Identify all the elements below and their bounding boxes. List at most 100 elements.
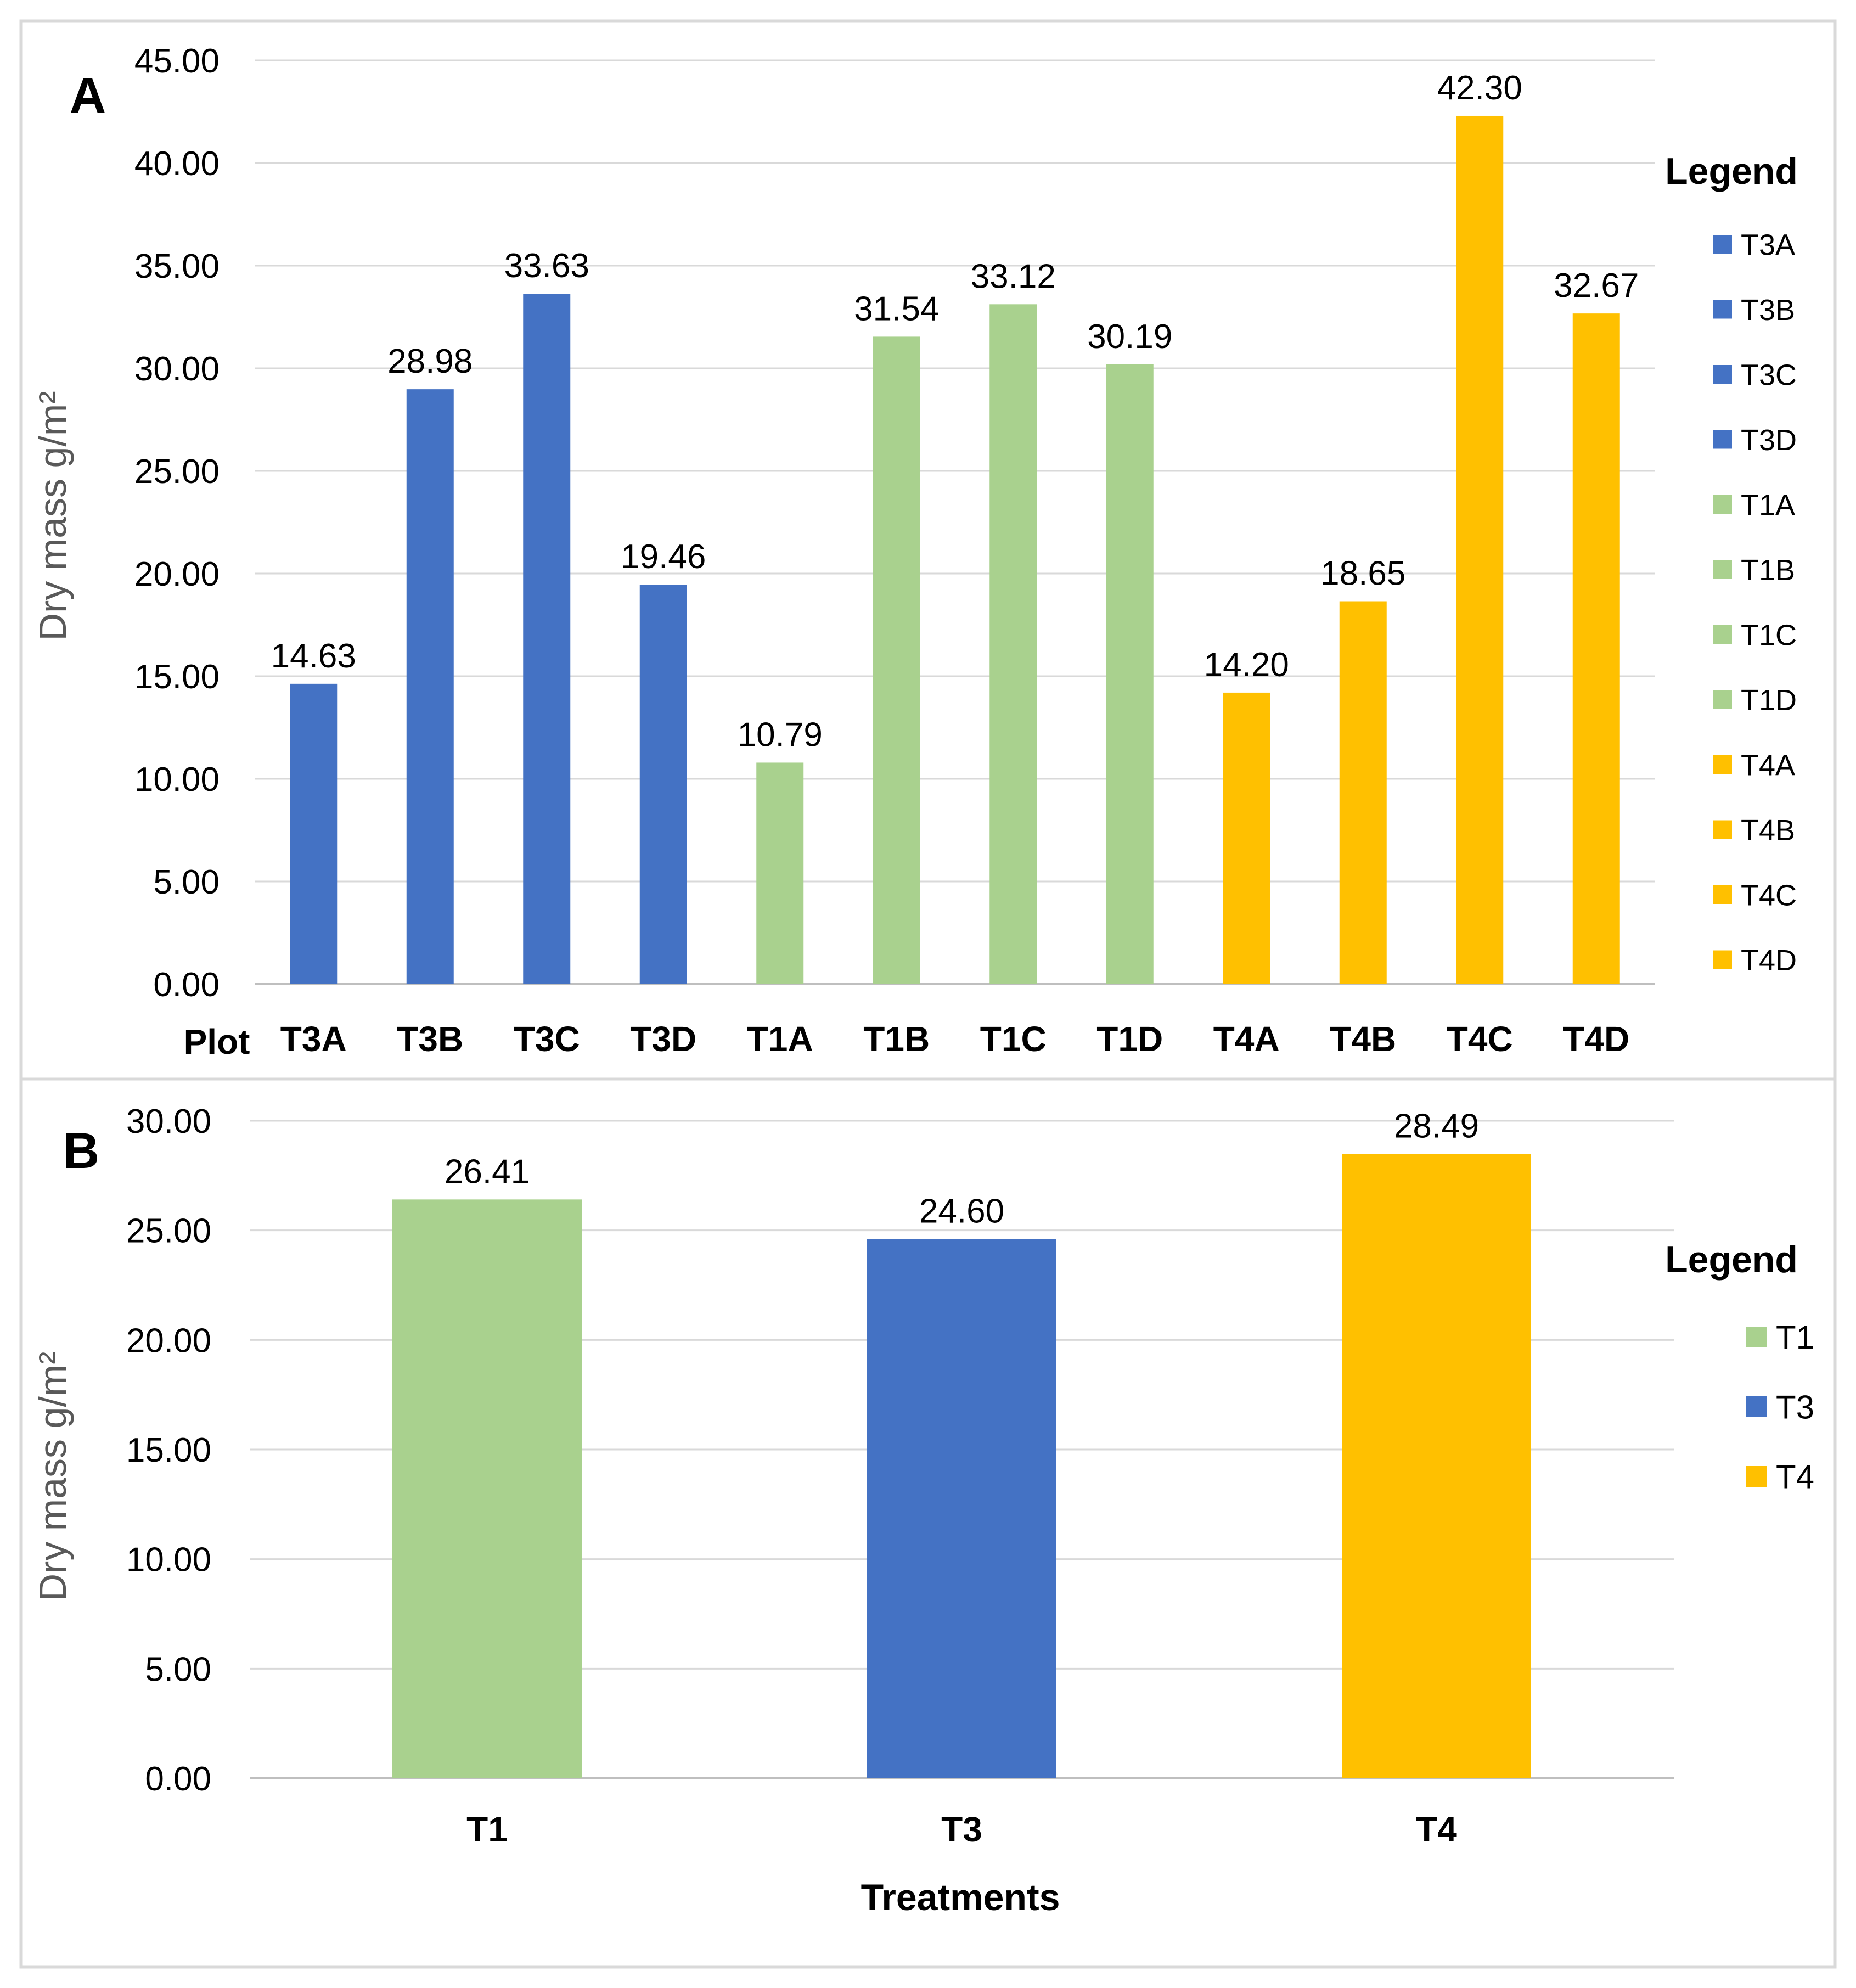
y-tick-label: 20.00 [134, 555, 220, 593]
x-tick-label: T4 [1416, 1810, 1457, 1849]
y-tick-label: 25.00 [126, 1212, 211, 1250]
legend-swatch [1713, 885, 1732, 904]
x-tick-label: T1D [1096, 1019, 1163, 1059]
bar-t1c [989, 304, 1037, 984]
y-tick-label: 10.00 [134, 761, 220, 799]
y-tick-label: 10.00 [126, 1541, 211, 1579]
x-tick-label: T3A [280, 1019, 347, 1059]
panel-a-legend: T3A T3B T3C T3D T1A T1B T1C T1D T4A T4B T4C T4D [1713, 228, 1797, 977]
bar-t1b [873, 336, 920, 984]
legend-label: T1B [1741, 554, 1795, 587]
y-tick-label: 25.00 [134, 453, 220, 491]
y-tick-label: 40.00 [134, 145, 220, 183]
panel-b-legend: T1 T3 T4 [1746, 1319, 1814, 1496]
x-tick-label: T4C [1447, 1019, 1513, 1059]
panel-b: B Dry mass g/m² 0.00 5.00 10.00 15.00 20.00 2… [31, 1103, 1814, 1918]
panel-a-legend-title: Legend [1665, 150, 1798, 192]
data-label: 30.19 [1087, 318, 1172, 356]
panel-a-label: A [70, 68, 106, 123]
legend-swatch [1713, 950, 1732, 969]
legend-label: T3B [1741, 294, 1795, 327]
x-tick-label: T3B [397, 1019, 463, 1059]
legend-label: T1A [1741, 488, 1795, 521]
legend-label: T1C [1741, 619, 1797, 652]
y-tick-label: 20.00 [126, 1322, 211, 1360]
data-label: 10.79 [738, 716, 823, 754]
x-tick-label: T1A [747, 1019, 813, 1059]
legend-swatch [1713, 755, 1732, 774]
legend-swatch [1713, 300, 1732, 319]
x-tick-label: T1C [980, 1019, 1047, 1059]
data-label: 28.49 [1394, 1107, 1479, 1145]
bar-t3b [406, 389, 454, 985]
legend-swatch [1713, 690, 1732, 709]
legend-label: T1D [1741, 684, 1797, 717]
bar-t4b [1339, 601, 1387, 984]
panel-b-frame [19, 1077, 1837, 1969]
bar-t3a [290, 683, 338, 984]
legend-label: T4C [1741, 879, 1797, 912]
y-tick-label: 0.00 [145, 1760, 211, 1798]
data-label: 19.46 [621, 538, 706, 576]
x-tick-label: T3 [941, 1810, 982, 1849]
panel-a-y-axis-label: Dry mass g/m² [31, 391, 74, 641]
panel-b-y-axis-label: Dry mass g/m² [31, 1352, 74, 1602]
x-tick-label: T4B [1330, 1019, 1396, 1059]
legend-swatch [1746, 1466, 1767, 1487]
y-tick-label: 30.00 [134, 350, 220, 388]
legend-swatch [1713, 820, 1732, 839]
data-label: 14.20 [1204, 646, 1289, 684]
y-tick-label: 35.00 [134, 248, 220, 285]
legend-label: T4A [1741, 749, 1795, 782]
bar-t3 [867, 1239, 1056, 1778]
y-tick-label: 5.00 [153, 863, 220, 901]
legend-label: T4 [1776, 1459, 1814, 1496]
bar-t3d [639, 585, 687, 984]
y-tick-label: 30.00 [126, 1103, 211, 1141]
legend-swatch [1746, 1327, 1767, 1347]
bar-t4c [1456, 115, 1504, 985]
panel-b-label: B [63, 1123, 99, 1179]
data-label: 31.54 [854, 290, 939, 328]
legend-label: T3D [1741, 424, 1797, 457]
legend-label: T4B [1741, 814, 1795, 847]
legend-label: T3C [1741, 358, 1797, 391]
data-label: 18.65 [1320, 554, 1405, 592]
legend-label: T4D [1741, 944, 1797, 977]
legend-label: T3 [1776, 1389, 1814, 1426]
bar-t1 [392, 1199, 582, 1778]
bar-t1d [1106, 364, 1154, 984]
data-label: 42.30 [1437, 69, 1522, 107]
panel-b-legend-title: Legend [1665, 1239, 1798, 1281]
y-tick-label: 0.00 [153, 966, 220, 1004]
x-tick-label: T1B [863, 1019, 930, 1059]
legend-swatch [1713, 430, 1732, 449]
x-tick-label: T4A [1213, 1019, 1280, 1059]
panel-a-x-axis-label: Plot [184, 1022, 250, 1062]
legend-swatch [1713, 560, 1732, 579]
data-label: 14.63 [271, 637, 356, 675]
data-label: 26.41 [445, 1153, 530, 1190]
y-tick-label: 5.00 [145, 1650, 211, 1688]
data-label: 24.60 [919, 1193, 1004, 1231]
legend-swatch [1713, 365, 1732, 384]
legend-swatch [1713, 235, 1732, 254]
x-tick-label: T1 [466, 1810, 508, 1849]
x-tick-label: T3C [514, 1019, 580, 1059]
x-tick-label: T3D [630, 1019, 696, 1059]
y-tick-label: 45.00 [134, 42, 220, 80]
legend-swatch [1746, 1396, 1767, 1417]
x-tick-label: T4D [1563, 1019, 1629, 1059]
y-tick-label: 15.00 [134, 658, 220, 696]
legend-label: T3A [1741, 228, 1795, 261]
y-tick-label: 15.00 [126, 1431, 211, 1469]
bar-t3c [523, 294, 571, 984]
data-label: 33.12 [971, 257, 1056, 295]
data-label: 33.63 [504, 247, 589, 285]
data-label: 28.98 [387, 342, 473, 380]
bar-t1a [756, 762, 804, 984]
legend-swatch [1713, 625, 1732, 644]
legend-swatch [1713, 495, 1732, 514]
legend-label: T1 [1776, 1319, 1814, 1356]
